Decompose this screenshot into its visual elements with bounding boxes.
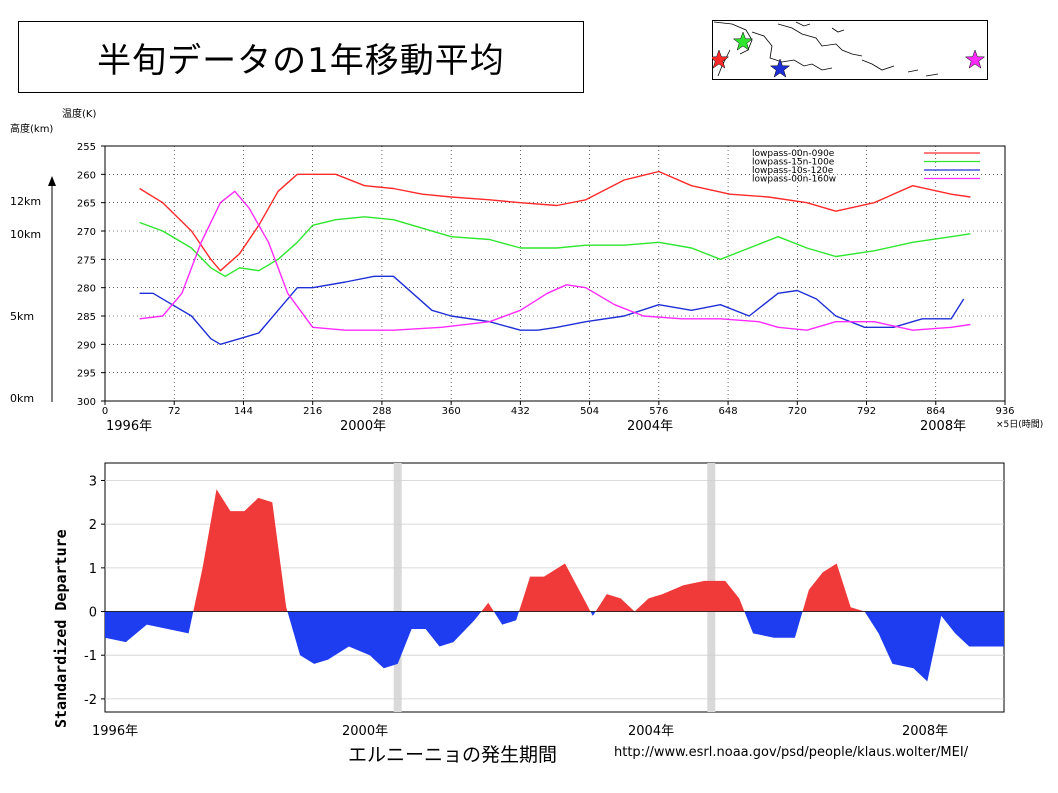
x-tick-label: 0 — [102, 406, 108, 417]
legend-label: lowpass-00n-160w — [752, 175, 836, 185]
map-inset — [712, 20, 988, 80]
green-star — [732, 31, 754, 51]
y-tick-label: 280 — [77, 284, 96, 295]
series-line-1 — [139, 216, 971, 277]
year-label-bottom: 2008年 — [902, 724, 948, 739]
y-axis-label-2: Standardized Departure — [52, 529, 70, 728]
blue-star — [769, 58, 791, 78]
series-line-3 — [139, 190, 971, 331]
source-url[interactable]: http://www.esrl.noaa.gov/psd/people/klau… — [614, 745, 969, 760]
temp-axis-label: 温度(K) — [62, 107, 96, 120]
series-line-2 — [139, 275, 965, 345]
title-box: 半旬データの1年移動平均 — [18, 21, 584, 93]
year-label-top: 2008年 — [920, 419, 966, 434]
height-arrow-head — [48, 176, 56, 186]
x-tick-label: 144 — [234, 406, 253, 417]
x-tick-label: 720 — [788, 406, 807, 417]
series-line-0 — [139, 170, 971, 272]
year-label-top: 2004年 — [627, 419, 673, 434]
y-tick-label: 275 — [77, 255, 96, 266]
red-star — [712, 49, 730, 69]
caption: エルニーニョの発生期間 — [348, 744, 558, 766]
y-tick-label-2: -2 — [84, 693, 97, 708]
x-tick-label: 576 — [649, 406, 668, 417]
x-tick-label: 648 — [719, 406, 738, 417]
height-axis-label: 高度(km) — [10, 122, 53, 135]
y-tick-label: 290 — [77, 340, 96, 351]
y-tick-label: 265 — [77, 199, 96, 210]
y-tick-label: 270 — [77, 227, 96, 238]
y-tick-label-2: 2 — [89, 518, 97, 533]
x-tick-label: 504 — [580, 406, 599, 417]
x-tick-label: 936 — [995, 406, 1014, 417]
year-label-top: 1996年 — [106, 419, 152, 434]
y-tick-label: 300 — [77, 397, 96, 408]
height-label: 12km — [10, 195, 41, 208]
positive-area — [105, 489, 1004, 612]
x-tick-label: 360 — [442, 406, 461, 417]
y-tick-label: 295 — [77, 369, 96, 380]
plot-area-2 — [104, 462, 1005, 713]
temperature-chart: 255 260 265 270 275 280 285 290 295 300 0 72 144 216 2… — [10, 107, 1043, 434]
y-tick-label: 255 — [77, 142, 96, 153]
x-unit-label: ×5日(時間) — [996, 419, 1043, 430]
legend-label: lowpass-10s-120e — [752, 166, 834, 176]
plot-area-1 — [104, 145, 1006, 402]
height-label: 5km — [10, 310, 34, 323]
x-tick-label: 792 — [857, 406, 876, 417]
x-tick-label: 216 — [303, 406, 322, 417]
height-label: 10km — [10, 228, 41, 241]
x-tick-label: 864 — [926, 406, 945, 417]
year-label-bottom: 1996年 — [92, 724, 138, 739]
legend-label: lowpass-15n-100e — [752, 158, 835, 168]
x-tick-label: 72 — [168, 406, 181, 417]
page-title: 半旬データの1年移動平均 — [97, 40, 505, 81]
year-label-bottom: 2004年 — [628, 724, 674, 739]
legend-label: lowpass-00n-090e — [752, 149, 835, 159]
year-label-top: 2000年 — [340, 419, 386, 434]
magenta-star — [964, 49, 986, 69]
y-tick-label-2: 1 — [89, 562, 97, 577]
x-tick-label: 432 — [511, 406, 530, 417]
year-label-bottom: 2000年 — [342, 724, 388, 739]
grey-marker — [707, 463, 716, 712]
y-tick-label-2: 0 — [89, 606, 97, 621]
x-tick-label: 288 — [372, 406, 391, 417]
y-tick-label: 285 — [77, 312, 96, 323]
height-label: 0km — [10, 392, 34, 405]
grey-marker — [393, 463, 402, 712]
negative-area — [105, 611, 1004, 682]
y-tick-label: 260 — [77, 170, 96, 181]
y-tick-label-2: -1 — [84, 649, 97, 664]
y-tick-label-2: 3 — [89, 474, 97, 489]
